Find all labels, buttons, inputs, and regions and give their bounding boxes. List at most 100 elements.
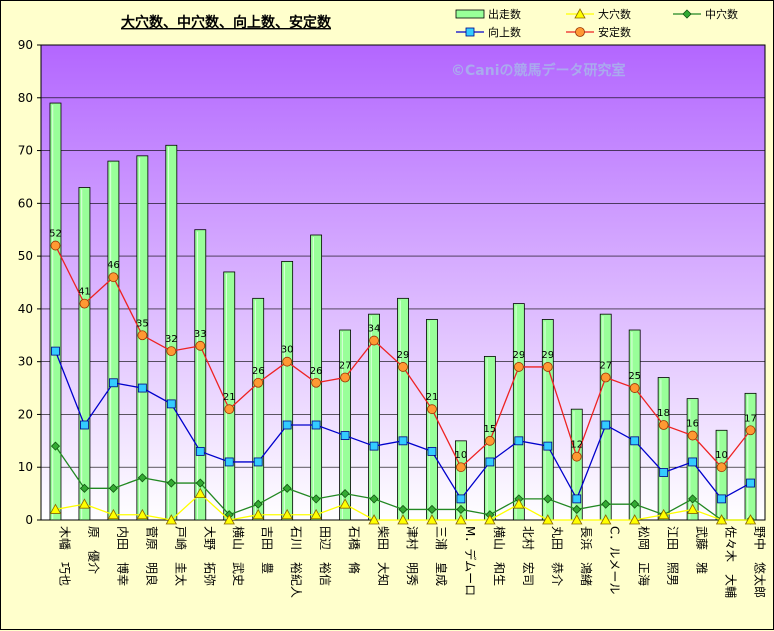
marker-向上数	[717, 494, 726, 504]
x-tick-label: 内田 博幸	[115, 526, 130, 586]
data-label: 21	[426, 392, 439, 403]
marker-大穴数	[397, 514, 409, 525]
marker-向上数	[601, 420, 611, 430]
marker-大穴数	[310, 508, 322, 520]
data-label: 21	[223, 392, 236, 403]
marker-大穴数	[686, 503, 699, 514]
marker-大穴数	[136, 508, 149, 520]
marker-向上数	[224, 457, 234, 467]
legend-label: 向上数	[488, 25, 521, 39]
x-tick-label: 横山 和生	[492, 526, 506, 586]
data-label: 27	[339, 361, 352, 372]
marker-向上数	[688, 457, 697, 467]
data-label: 16	[686, 419, 699, 430]
data-label: 17	[744, 413, 757, 424]
marker-中穴数	[50, 441, 61, 451]
marker-向上数	[253, 457, 263, 467]
data-label: 18	[657, 408, 670, 419]
marker-安定数	[745, 425, 756, 436]
data-label: 41	[78, 287, 91, 298]
marker-中穴数	[688, 494, 698, 504]
marker-大穴数	[657, 508, 670, 520]
lines-group	[49, 240, 757, 525]
y-tick-label: 70	[18, 144, 33, 158]
marker-中穴数	[398, 504, 408, 515]
marker-向上数	[630, 436, 640, 446]
x-tick-label: 石橋 脩	[347, 526, 361, 574]
marker-大穴数	[574, 8, 586, 19]
marker-向上数	[465, 27, 475, 37]
marker-向上数	[514, 436, 524, 446]
data-label: 29	[541, 350, 554, 361]
marker-向上数	[456, 494, 466, 504]
marker-向上数	[51, 346, 60, 356]
marker-安定数	[571, 451, 582, 462]
x-tick-label: 石川 裕紀人	[289, 526, 304, 598]
marker-中穴数	[543, 494, 553, 504]
data-labels-group: 52 41 46 35 32 33 21 26 30 26 27 34 29 21 10 15 29 29 12 27…	[49, 229, 757, 462]
marker-大穴数	[165, 514, 177, 525]
marker-中穴数	[253, 499, 263, 509]
bar-出走数	[281, 260, 294, 521]
marker-中穴数	[427, 504, 437, 515]
marker-中穴数	[601, 499, 611, 509]
x-tick-label: 田辺 裕信	[318, 526, 333, 586]
bar-出走数	[252, 297, 265, 521]
marker-安定数	[716, 462, 727, 473]
marker-中穴数	[195, 478, 205, 488]
x-tick-label: 柴田 大知	[376, 526, 390, 586]
y-tick-label: 90	[18, 38, 33, 52]
marker-安定数	[456, 462, 466, 473]
marker-向上数	[427, 446, 437, 456]
marker-安定数	[137, 330, 148, 341]
marker-安定数	[369, 335, 379, 346]
x-tick-label: 原 優介	[86, 526, 100, 574]
legend-label: 大穴数	[598, 7, 631, 21]
data-label: 26	[252, 366, 265, 377]
x-tick-label: 武藤 雅	[695, 526, 710, 574]
marker-中穴数	[108, 483, 118, 493]
marker-大穴数	[252, 508, 264, 520]
marker-安定数	[658, 420, 669, 430]
marker-向上数	[282, 420, 292, 430]
marker-中穴数	[137, 473, 147, 483]
marker-安定数	[340, 372, 350, 383]
marker-大穴数	[715, 514, 728, 525]
bar-出走数	[310, 234, 323, 521]
marker-大穴数	[455, 514, 467, 525]
marker-安定数	[398, 362, 408, 372]
data-label: 15	[484, 424, 497, 435]
x-tick-label: 佐々木 大輔	[724, 526, 738, 598]
chart-title: 大穴数、中穴数、向上数、安定数	[121, 14, 332, 31]
marker-向上数	[109, 378, 118, 388]
bar-出走数	[107, 160, 120, 521]
marker-安定数	[311, 377, 322, 388]
marker-中穴数	[79, 483, 90, 493]
bar-出走数	[426, 319, 438, 521]
bar-出走数	[599, 313, 612, 521]
data-label: 27	[599, 361, 612, 372]
marker-中穴数	[572, 504, 582, 515]
y-tick-label: 40	[18, 302, 33, 316]
marker-向上数	[137, 383, 147, 393]
marker-向上数	[485, 457, 495, 467]
legend-label: 安定数	[598, 25, 631, 39]
data-label: 32	[165, 334, 178, 345]
y-tick-label: 0	[25, 513, 33, 527]
bar-出走数	[715, 429, 728, 521]
legend-label: 出走数	[488, 7, 521, 21]
y-tick-label: 60	[18, 196, 33, 210]
marker-大穴数	[339, 498, 351, 509]
marker-中穴数	[369, 494, 379, 504]
data-label: 29	[397, 350, 410, 361]
x-tick-label: 江田 照男	[666, 526, 680, 586]
marker-安定数	[513, 362, 524, 372]
y-axis: 0 10 20 30 40 50 60 70 80 90	[18, 38, 41, 527]
x-tick-label: 松岡 正海	[637, 526, 652, 586]
x-tick-label: 野中 悠太郎	[753, 526, 768, 598]
marker-向上数	[572, 494, 582, 504]
marker-大穴数	[629, 514, 641, 525]
